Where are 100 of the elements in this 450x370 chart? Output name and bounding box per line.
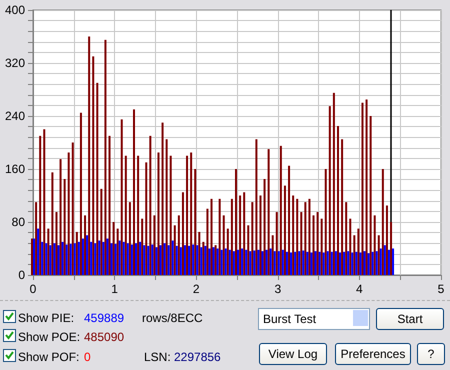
bar xyxy=(204,246,206,275)
bar xyxy=(39,136,42,275)
bar xyxy=(290,252,292,275)
bar xyxy=(341,139,344,275)
button: Preferences xyxy=(335,343,411,365)
bar xyxy=(274,251,276,275)
bar xyxy=(164,243,166,275)
bar xyxy=(192,244,194,275)
bar xyxy=(196,245,198,275)
bar xyxy=(241,248,244,275)
bar xyxy=(264,178,266,275)
bar xyxy=(218,198,221,275)
bar xyxy=(351,252,354,275)
bar xyxy=(155,247,158,275)
bar xyxy=(312,215,315,275)
bar xyxy=(243,192,246,275)
button: Start xyxy=(376,308,444,330)
bar xyxy=(51,172,54,275)
bar xyxy=(357,228,360,275)
bar xyxy=(322,252,325,275)
bar xyxy=(308,198,310,275)
bar xyxy=(200,247,202,275)
bar xyxy=(278,251,280,275)
bar xyxy=(282,250,284,275)
bar xyxy=(292,196,294,275)
x-tick-label: 3 xyxy=(274,282,282,296)
bar xyxy=(57,245,60,275)
bar xyxy=(126,243,129,275)
text: 0 xyxy=(84,350,91,364)
bar xyxy=(288,166,290,275)
bar xyxy=(382,169,384,275)
bar xyxy=(370,116,372,275)
bar xyxy=(304,202,306,275)
x-tick-label: 4 xyxy=(356,282,364,296)
bar xyxy=(88,36,90,275)
bar xyxy=(62,242,64,275)
bar xyxy=(188,246,190,275)
bar xyxy=(178,215,180,275)
bar xyxy=(124,156,127,275)
bar xyxy=(76,232,78,275)
bar xyxy=(112,222,115,275)
bar xyxy=(172,240,174,275)
bar xyxy=(270,248,272,275)
bar xyxy=(66,244,68,275)
bar xyxy=(153,215,156,275)
bar xyxy=(208,248,210,275)
text: 459889 xyxy=(84,311,124,325)
bar xyxy=(314,251,317,275)
bar xyxy=(94,243,96,275)
bar xyxy=(237,250,239,275)
bar xyxy=(345,202,348,275)
bar xyxy=(390,222,392,275)
bar xyxy=(257,250,260,275)
dropdown-field: Burst Test xyxy=(258,308,370,330)
bar xyxy=(78,242,80,275)
bar xyxy=(316,212,319,275)
bar xyxy=(347,251,350,275)
bar xyxy=(151,244,154,275)
bar xyxy=(162,122,164,275)
bar xyxy=(286,252,288,275)
button: ? xyxy=(417,343,445,365)
bar xyxy=(133,109,135,275)
bar xyxy=(68,152,70,275)
bar xyxy=(247,225,250,275)
bar xyxy=(45,243,48,275)
bar xyxy=(330,252,333,275)
bar xyxy=(100,188,102,275)
bar xyxy=(114,244,117,275)
bar xyxy=(380,248,382,275)
bar xyxy=(72,142,74,275)
bar xyxy=(374,215,376,275)
bar xyxy=(302,250,304,275)
bar xyxy=(224,248,227,275)
bar xyxy=(106,238,108,275)
bar xyxy=(120,119,123,275)
y-tick-label: 160 xyxy=(4,162,26,176)
bar xyxy=(92,56,94,275)
y-tick-label: 0 xyxy=(18,268,26,282)
bar xyxy=(361,102,364,275)
bar xyxy=(222,215,225,275)
bar xyxy=(198,232,200,275)
text: Show POE: xyxy=(18,330,80,344)
bar xyxy=(326,251,329,275)
bar xyxy=(384,245,386,275)
bar xyxy=(110,243,113,275)
bar xyxy=(235,169,237,275)
bar xyxy=(386,205,388,275)
bar xyxy=(232,251,235,275)
bar xyxy=(259,196,262,275)
text: Show PIE: xyxy=(18,311,74,325)
y-tick-label: 240 xyxy=(4,109,26,123)
bar xyxy=(180,247,182,275)
bar xyxy=(82,238,84,275)
bar xyxy=(392,248,394,275)
bar xyxy=(176,246,178,275)
bar xyxy=(310,252,312,275)
bar xyxy=(184,245,186,275)
bar xyxy=(276,212,278,275)
bar xyxy=(272,235,274,275)
bar xyxy=(216,248,219,275)
